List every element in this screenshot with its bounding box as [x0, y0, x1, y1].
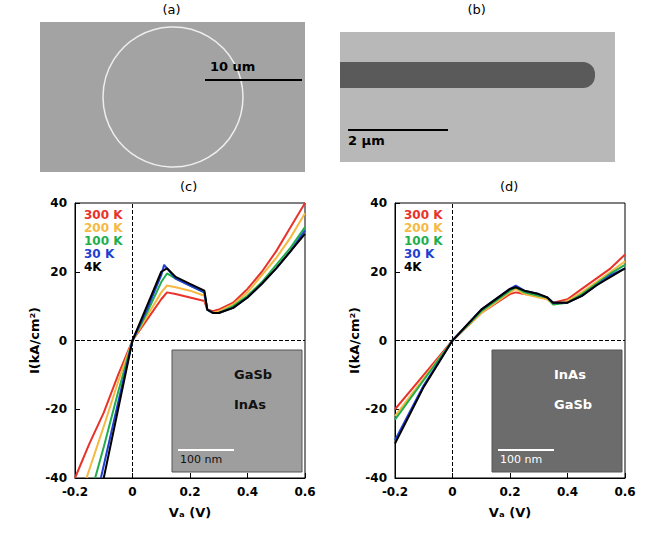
- svg-text:300 K: 300 K: [404, 208, 443, 222]
- svg-text:Vₐ (V): Vₐ (V): [489, 505, 531, 520]
- svg-text:30 K: 30 K: [84, 247, 115, 261]
- svg-text:0: 0: [448, 485, 456, 499]
- svg-text:20: 20: [50, 265, 67, 279]
- svg-text:200 K: 200 K: [404, 221, 443, 235]
- svg-text:-0.2: -0.2: [62, 485, 88, 499]
- svg-text:I(kA/cm²): I(kA/cm²): [27, 307, 42, 374]
- svg-text:300 K: 300 K: [84, 208, 123, 222]
- svg-text:200 K: 200 K: [84, 221, 123, 235]
- svg-text:-40: -40: [45, 471, 67, 485]
- svg-text:40: 40: [50, 196, 67, 210]
- svg-text:Vₐ (V): Vₐ (V): [169, 505, 211, 520]
- svg-text:100 K: 100 K: [404, 234, 443, 248]
- svg-text:-40: -40: [365, 471, 387, 485]
- svg-text:I(kA/cm²): I(kA/cm²): [347, 307, 362, 374]
- svg-text:0.2: 0.2: [179, 485, 200, 499]
- svg-text:0: 0: [379, 334, 387, 348]
- svg-text:40: 40: [370, 196, 387, 210]
- svg-text:-0.2: -0.2: [382, 485, 408, 499]
- svg-text:GaSb: GaSb: [554, 397, 592, 412]
- svg-text:0.6: 0.6: [614, 485, 635, 499]
- svg-text:100 K: 100 K: [84, 234, 123, 248]
- svg-text:-20: -20: [45, 402, 67, 416]
- svg-text:(c): (c): [180, 179, 197, 194]
- svg-text:20: 20: [370, 265, 387, 279]
- svg-text:4K: 4K: [84, 260, 102, 274]
- svg-text:0.2: 0.2: [499, 485, 520, 499]
- svg-text:0: 0: [128, 485, 136, 499]
- svg-text:10 um: 10 um: [210, 59, 255, 74]
- svg-text:0.6: 0.6: [294, 485, 315, 499]
- svg-text:(d): (d): [500, 179, 518, 194]
- svg-text:30 K: 30 K: [404, 247, 435, 261]
- svg-text:2 µm: 2 µm: [348, 133, 385, 148]
- svg-text:4K: 4K: [404, 260, 422, 274]
- svg-text:InAs: InAs: [234, 397, 266, 412]
- svg-text:100 nm: 100 nm: [180, 453, 222, 466]
- svg-text:0.4: 0.4: [557, 485, 578, 499]
- svg-text:-20: -20: [365, 402, 387, 416]
- svg-text:100 nm: 100 nm: [500, 453, 542, 466]
- svg-text:InAs: InAs: [554, 367, 586, 382]
- svg-text:0.4: 0.4: [237, 485, 258, 499]
- svg-text:(a): (a): [163, 2, 181, 17]
- svg-text:0: 0: [59, 334, 67, 348]
- svg-text:(b): (b): [468, 2, 486, 17]
- svg-text:GaSb: GaSb: [234, 367, 272, 382]
